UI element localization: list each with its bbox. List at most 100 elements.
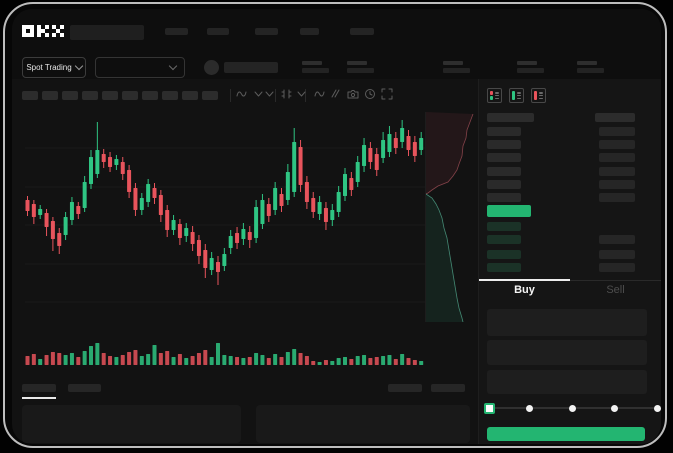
volume-bar bbox=[311, 361, 316, 365]
candle bbox=[95, 150, 100, 174]
logo-pixel bbox=[60, 25, 64, 29]
slider-stop[interactable] bbox=[568, 404, 576, 412]
bid-price-placeholder[interactable] bbox=[487, 222, 521, 231]
candle bbox=[38, 209, 43, 215]
interval-placeholder[interactable] bbox=[182, 91, 198, 100]
volume-bar bbox=[374, 357, 379, 365]
fullscreen-icon[interactable] bbox=[381, 88, 393, 100]
volume-bar bbox=[406, 358, 411, 365]
wave-line-icon[interactable] bbox=[314, 88, 326, 100]
candle bbox=[400, 128, 405, 142]
amount-input-placeholder[interactable] bbox=[487, 340, 647, 365]
pair-dropdown[interactable] bbox=[95, 57, 185, 78]
toolbar-separator bbox=[230, 89, 231, 102]
slider-handle[interactable] bbox=[483, 403, 495, 414]
wave-indicator-icon[interactable] bbox=[236, 88, 248, 100]
okx-logo[interactable] bbox=[22, 25, 64, 37]
bids-only-icon[interactable] bbox=[509, 88, 524, 103]
search-placeholder[interactable] bbox=[70, 25, 144, 40]
candle bbox=[247, 232, 252, 240]
logo-pixel bbox=[30, 29, 34, 33]
tab-sell[interactable]: Sell bbox=[606, 284, 625, 296]
candle bbox=[228, 236, 233, 248]
ticker-stat-value-placeholder bbox=[517, 68, 544, 73]
volume-bar bbox=[69, 353, 74, 365]
interval-placeholder[interactable] bbox=[82, 91, 98, 100]
candle-style-icon[interactable] bbox=[281, 88, 293, 100]
ask-amount-placeholder bbox=[599, 140, 635, 149]
open-orders-panel-placeholder bbox=[22, 405, 241, 443]
nav-link-placeholder[interactable] bbox=[350, 28, 374, 35]
buy-submit-button[interactable] bbox=[487, 427, 645, 441]
candle bbox=[196, 240, 201, 256]
ask-price-placeholder[interactable] bbox=[487, 180, 521, 189]
camera-icon[interactable] bbox=[347, 88, 359, 100]
logo-pixel bbox=[56, 29, 60, 33]
bid-amount-placeholder bbox=[599, 250, 635, 259]
slider-stop[interactable] bbox=[526, 404, 533, 412]
candle bbox=[120, 162, 125, 174]
total-input-placeholder[interactable] bbox=[487, 370, 647, 394]
last-price-badge[interactable] bbox=[487, 205, 531, 217]
chevron-down-icon[interactable] bbox=[253, 88, 265, 100]
candle bbox=[209, 258, 214, 270]
draw-tool-icon[interactable] bbox=[330, 88, 342, 100]
bid-amount-placeholder bbox=[599, 235, 635, 244]
candle bbox=[25, 200, 30, 211]
combined-book-icon[interactable] bbox=[487, 88, 502, 103]
logo-pixel bbox=[52, 33, 56, 37]
candle bbox=[82, 182, 87, 208]
price-column-header bbox=[487, 113, 534, 122]
chevron-down-icon[interactable] bbox=[264, 88, 276, 100]
nav-link-placeholder[interactable] bbox=[165, 28, 188, 35]
history-clock-icon[interactable] bbox=[364, 88, 376, 100]
chevron-down-icon[interactable] bbox=[296, 88, 308, 100]
bottom-action-placeholder[interactable] bbox=[388, 384, 422, 392]
candle bbox=[177, 224, 182, 238]
volume-bar bbox=[89, 346, 93, 365]
ticker-stat-value-placeholder bbox=[302, 68, 329, 73]
nav-link-placeholder[interactable] bbox=[300, 28, 319, 35]
candlestick-chart[interactable] bbox=[25, 112, 425, 332]
nav-link-placeholder[interactable] bbox=[207, 28, 229, 35]
bottom-action-placeholder[interactable] bbox=[431, 384, 465, 392]
bid-price-placeholder[interactable] bbox=[487, 250, 521, 259]
bid-price-placeholder[interactable] bbox=[487, 235, 521, 244]
logo-pixel bbox=[26, 33, 30, 37]
interval-placeholder[interactable] bbox=[62, 91, 78, 100]
asks-only-icon[interactable] bbox=[531, 88, 546, 103]
interval-placeholder[interactable] bbox=[202, 91, 218, 100]
interval-placeholder[interactable] bbox=[42, 91, 58, 100]
price-input-placeholder[interactable] bbox=[487, 309, 647, 336]
ask-price-placeholder[interactable] bbox=[487, 140, 521, 149]
bid-amount-placeholder bbox=[599, 263, 635, 272]
interval-placeholder[interactable] bbox=[122, 91, 138, 100]
interval-placeholder[interactable] bbox=[162, 91, 178, 100]
pair-name-placeholder bbox=[224, 62, 278, 73]
book-color-column bbox=[534, 91, 537, 100]
ask-price-placeholder[interactable] bbox=[487, 193, 521, 202]
bid-price-placeholder[interactable] bbox=[487, 263, 521, 272]
bottom-tab-active-placeholder[interactable] bbox=[22, 384, 56, 392]
volume-bar bbox=[50, 352, 55, 365]
ask-price-placeholder[interactable] bbox=[487, 167, 521, 176]
slider-stop[interactable] bbox=[611, 404, 618, 412]
interval-placeholder[interactable] bbox=[102, 91, 118, 100]
candle bbox=[57, 233, 62, 246]
interval-placeholder[interactable] bbox=[142, 91, 158, 100]
candle bbox=[203, 250, 208, 268]
ticker-stat-value-placeholder bbox=[443, 68, 470, 73]
slider-stop[interactable] bbox=[653, 404, 661, 412]
candle bbox=[114, 159, 119, 165]
ask-price-placeholder[interactable] bbox=[487, 153, 521, 162]
candle bbox=[298, 147, 303, 185]
ask-price-placeholder[interactable] bbox=[487, 127, 521, 136]
volume-bar bbox=[158, 353, 163, 365]
nav-link-placeholder[interactable] bbox=[255, 28, 278, 35]
market-type-selector[interactable]: Spot Trading bbox=[22, 57, 86, 78]
tab-buy[interactable]: Buy bbox=[514, 284, 535, 296]
candle bbox=[349, 178, 354, 190]
bottom-tab-placeholder[interactable] bbox=[68, 384, 101, 392]
interval-placeholder[interactable] bbox=[22, 91, 38, 100]
ask-amount-placeholder bbox=[599, 153, 635, 162]
